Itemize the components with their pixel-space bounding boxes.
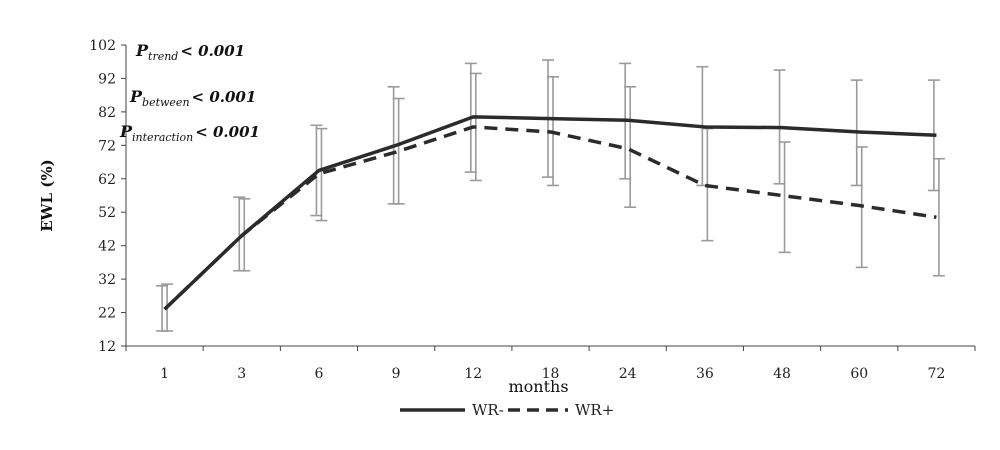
annotation-p-trend-main: P — [135, 41, 149, 60]
x-tick-label: 60 — [850, 366, 868, 382]
error-bar — [392, 97, 405, 205]
y-tick-label: 12 — [98, 339, 116, 355]
annotation-p-interaction-sub: interaction — [132, 131, 193, 144]
x-tick-label: 18 — [542, 366, 560, 382]
x-tick-label: 12 — [464, 366, 482, 382]
x-tick-label: 36 — [696, 366, 714, 382]
annotation-p-interaction-value: < 0.001 — [195, 123, 260, 141]
y-axis-label: EWL (%) — [38, 159, 56, 232]
error-bars — [156, 59, 945, 332]
error-bar — [315, 127, 328, 222]
legend-label-wr-plus: WR+ — [575, 401, 614, 419]
annotation-p-interaction: Pinteraction < 0.001 — [119, 122, 260, 144]
error-bar — [778, 141, 791, 254]
axes — [121, 44, 976, 351]
x-tick-label: 6 — [314, 366, 323, 382]
annotation-p-between-value: < 0.001 — [192, 88, 257, 106]
x-tick-label: 3 — [237, 366, 246, 382]
x-axis-label: months — [508, 377, 568, 396]
x-tick-label: 72 — [927, 366, 945, 382]
error-bar — [624, 86, 637, 209]
annotation-p-trend: Ptrend < 0.001 — [135, 41, 245, 63]
y-tick-label: 42 — [98, 239, 116, 255]
annotation-p-between-sub: between — [142, 96, 190, 109]
y-tick-label: 72 — [98, 138, 116, 154]
legend-label-wr-minus: WR- — [472, 401, 504, 419]
x-tick-label: 24 — [619, 366, 637, 382]
legend: WR- WR+ — [400, 401, 614, 419]
y-tick-label: 62 — [98, 172, 116, 188]
error-bar — [932, 157, 945, 277]
annotation-p-trend-value: < 0.001 — [180, 42, 245, 60]
x-tick-label: 9 — [392, 366, 401, 382]
y-tick-label: 52 — [98, 205, 116, 221]
annotation-p-trend-sub: trend — [148, 50, 178, 63]
series-line-wr-plus — [163, 125, 937, 311]
y-tick-label: 102 — [89, 38, 116, 54]
y-tick-label: 82 — [98, 105, 116, 121]
annotation-p-between-main: P — [129, 87, 143, 106]
x-tick-label: 48 — [773, 366, 791, 382]
statistics-annotations: Ptrend < 0.001 Pbetween < 0.001 Pinteracti… — [119, 41, 260, 144]
annotation-p-interaction-main: P — [119, 122, 133, 141]
y-tick-label: 92 — [98, 71, 116, 87]
y-tick-label: 22 — [98, 306, 116, 322]
x-tick-label: 1 — [160, 366, 169, 382]
series-lines — [163, 115, 937, 311]
series-line-wr-minus — [163, 115, 937, 311]
annotation-p-between: Pbetween < 0.001 — [129, 87, 256, 109]
y-tick-label: 32 — [98, 272, 116, 288]
